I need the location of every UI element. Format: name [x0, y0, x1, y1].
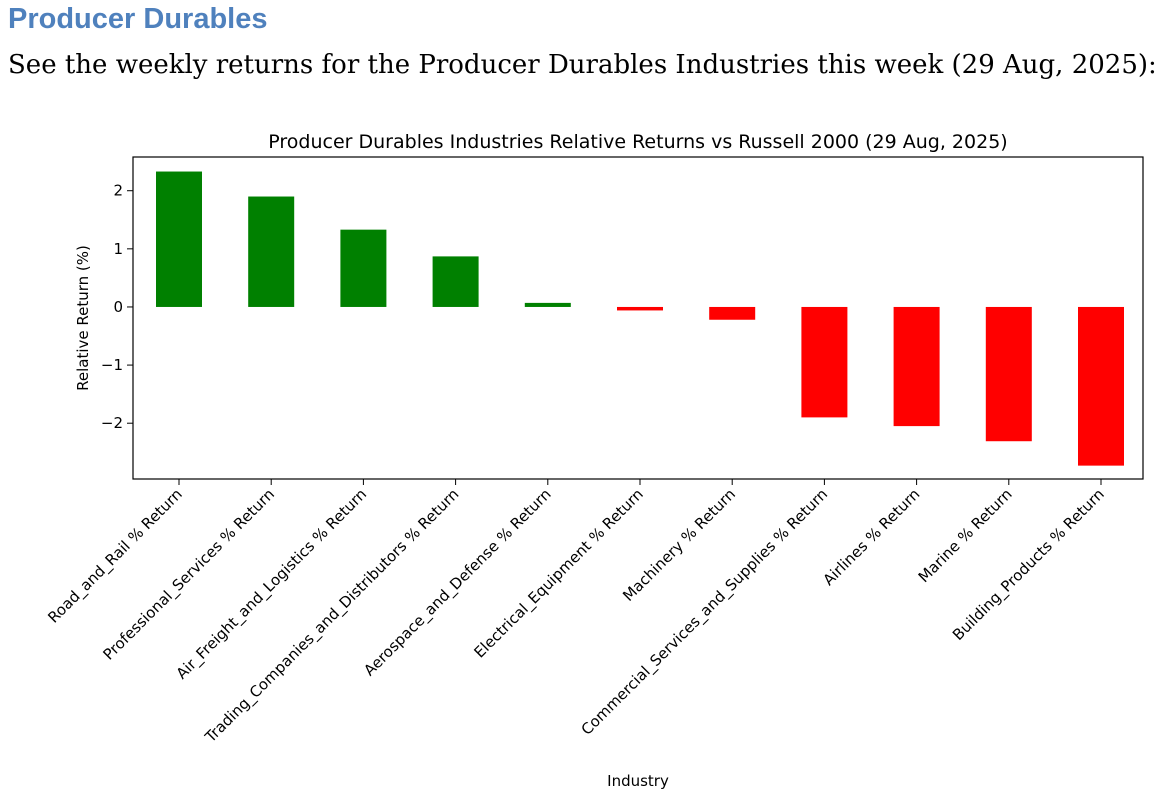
x-tick-label: Electrical_Equipment % Return: [470, 485, 647, 662]
intro-text: See the weekly returns for the Producer …: [8, 50, 1156, 80]
x-axis-label: Industry: [607, 772, 669, 790]
bar-5: [524, 302, 571, 307]
x-tick-label: Air_Freight_and_Logistics % Return: [173, 485, 371, 683]
x-axis: Road_and_Rail % ReturnProfessional_Servi…: [44, 479, 1109, 747]
y-axis: 2 1 0 −1 −2: [101, 182, 133, 432]
bar-7: [709, 306, 756, 320]
y-tick-label: 2: [113, 182, 123, 200]
x-tick-label: Building_Products % Return: [949, 485, 1109, 645]
bar-8: [801, 306, 848, 418]
bar-9: [893, 306, 940, 427]
y-tick-label: −1: [101, 356, 123, 374]
x-tick-label: Professional_Services % Return: [100, 485, 279, 664]
x-tick-label: Marine % Return: [915, 485, 1016, 586]
y-axis-label: Relative Return (%): [74, 245, 92, 391]
bar-6: [617, 306, 663, 311]
bar-10: [985, 306, 1032, 442]
section-heading: Producer Durables: [8, 3, 268, 35]
x-tick-label: Aerospace_and_Defense % Return: [360, 485, 555, 680]
bar-4: [432, 256, 479, 307]
bar-3: [340, 229, 387, 307]
x-tick-label: Airlines % Return: [819, 485, 923, 589]
plot-frame: [132, 156, 1144, 480]
bar-11: [1078, 306, 1124, 466]
chart-title: Producer Durables Industries Relative Re…: [268, 131, 1007, 153]
y-tick-label: 0: [113, 298, 123, 316]
y-tick-label: −2: [101, 414, 123, 432]
y-tick-label: 1: [113, 240, 123, 258]
bar-2: [248, 196, 295, 307]
bars-group: [156, 171, 1124, 466]
bar-1: [156, 171, 202, 307]
